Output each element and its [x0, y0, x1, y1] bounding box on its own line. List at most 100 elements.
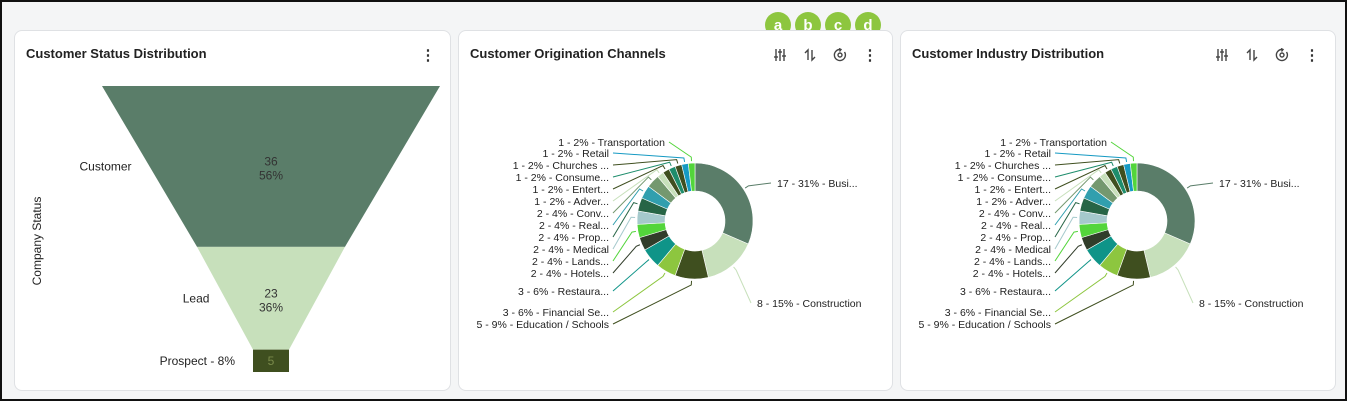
leader-line [1054, 216, 1078, 250]
refresh-icon[interactable] [1267, 45, 1297, 65]
panel-toolbar: ⋮ [413, 45, 443, 65]
slice-label: 1 - 2% - Entert... [975, 184, 1051, 196]
leader-line [1054, 272, 1108, 313]
leader-line [1054, 159, 1121, 166]
leader-line [612, 188, 644, 226]
customer-status-panel: Customer Status Distribution ⋮ Company S… [14, 30, 451, 391]
slice-label: 1 - 2% - Consume... [958, 172, 1051, 184]
slice-label: 1 - 2% - Retail [984, 148, 1051, 160]
leader-line [1054, 164, 1108, 190]
funnel-category-label: Customer [80, 159, 132, 173]
funnel-percent-label: 56% [259, 168, 283, 182]
leader-line [1054, 152, 1128, 162]
slice-label: 17 - 31% - Busi... [1219, 178, 1300, 190]
leader-line [612, 230, 636, 262]
slice-label: 17 - 31% - Busi... [777, 178, 858, 190]
leader-line [612, 244, 641, 274]
slice-label: 3 - 6% - Financial Se... [945, 307, 1051, 319]
leader-line [612, 176, 652, 214]
leader-line [612, 152, 686, 162]
leader-line [1175, 266, 1194, 304]
filter-sliders-icon[interactable] [1207, 45, 1237, 65]
slice-label: 1 - 2% - Adver... [976, 196, 1051, 208]
slice-label: 8 - 15% - Construction [757, 298, 862, 310]
slice-label: 3 - 6% - Financial Se... [503, 307, 609, 319]
donut-slice[interactable] [687, 162, 696, 192]
refresh-icon[interactable] [825, 45, 855, 65]
slice-label: 2 - 4% - Real... [981, 220, 1051, 232]
donut-slice[interactable] [694, 162, 754, 245]
kebab-menu-icon[interactable]: ⋮ [1304, 46, 1320, 64]
donut-chart: 17 - 31% - Busi... 8 - 15% - Construction… [477, 137, 862, 331]
leader-line [1054, 188, 1086, 226]
funnel-segment-lead[interactable] [197, 246, 345, 350]
leader-line [612, 168, 660, 202]
leader-line [612, 259, 650, 292]
leader-line [1054, 202, 1080, 238]
slice-label: 2 - 4% - Lands... [974, 256, 1051, 268]
panel-title: Customer Origination Channels [470, 46, 666, 61]
funnel-value-label: 5 [268, 354, 275, 368]
slice-label: 1 - 2% - Retail [542, 148, 609, 160]
industry-distribution-panel: Customer Industry Distribution ⋮ 17 - 31… [900, 30, 1336, 391]
funnel-segment-customer[interactable] [102, 86, 440, 247]
panel-title: Customer Industry Distribution [912, 46, 1105, 61]
leader-line [612, 216, 636, 250]
leader-line [1054, 161, 1114, 178]
leader-line [1054, 259, 1092, 292]
y-axis-label: Company Status [30, 197, 44, 286]
leader-line [612, 202, 638, 238]
slice-label: 3 - 6% - Restaura... [960, 286, 1051, 298]
slice-label: 1 - 2% - Consume... [516, 172, 609, 184]
slice-label: 2 - 4% - Prop... [980, 232, 1051, 244]
slice-label: 3 - 6% - Restaura... [518, 286, 609, 298]
leader-line [612, 161, 672, 178]
leader-line [612, 280, 693, 325]
kebab-menu-icon[interactable]: ⋮ [420, 46, 436, 64]
slice-label: 8 - 15% - Construction [1199, 298, 1304, 310]
funnel-segment-prospect[interactable] [253, 349, 289, 372]
slice-label: 2 - 4% - Lands... [532, 256, 609, 268]
slice-label: 2 - 4% - Real... [539, 220, 609, 232]
slice-label: 2 - 4% - Hotels... [531, 268, 609, 280]
slice-label: 1 - 2% - Churches ... [513, 160, 609, 172]
slice-label: 1 - 2% - Transportation [1000, 137, 1107, 149]
sort-arrows-icon[interactable] [1237, 45, 1267, 65]
leader-line [1054, 168, 1102, 202]
origination-channels-panel: Customer Origination Channels ⋮ 17 - 31%… [458, 30, 893, 391]
donut-chart: 17 - 31% - Busi... 8 - 15% - Construction… [919, 137, 1304, 331]
leader-line [733, 266, 752, 304]
funnel-category-label: Prospect - 8% [160, 354, 236, 368]
leader-line [1054, 244, 1083, 274]
filter-sliders-icon[interactable] [765, 45, 795, 65]
leader-line [744, 182, 772, 189]
leader-line [1054, 176, 1094, 214]
slice-label: 1 - 2% - Transportation [558, 137, 665, 149]
funnel-category-label: Lead [183, 291, 210, 305]
leader-line [612, 159, 679, 166]
slice-label: 2 - 4% - Conv... [537, 208, 609, 220]
slice-label: 2 - 4% - Medical [975, 244, 1051, 256]
slice-label: 2 - 4% - Prop... [538, 232, 609, 244]
slice-label: 1 - 2% - Entert... [533, 184, 609, 196]
slice-label: 1 - 2% - Churches ... [955, 160, 1051, 172]
donut-slice[interactable] [1129, 162, 1138, 192]
leader-line [1110, 141, 1135, 162]
slice-label: 2 - 4% - Conv... [979, 208, 1051, 220]
leader-line [1054, 280, 1135, 325]
sort-arrows-icon[interactable] [795, 45, 825, 65]
slice-label: 5 - 9% - Education / Schools [477, 319, 610, 331]
funnel-value-label: 36 [264, 154, 278, 168]
kebab-menu-icon[interactable]: ⋮ [862, 46, 878, 64]
leader-line [612, 164, 666, 190]
panel-toolbar: ⋮ [1207, 45, 1327, 65]
funnel-percent-label: 36% [259, 300, 283, 314]
slice-label: 5 - 9% - Education / Schools [919, 319, 1052, 331]
panel-title: Customer Status Distribution [26, 46, 207, 61]
leader-line [1054, 230, 1078, 262]
slice-label: 2 - 4% - Medical [533, 244, 609, 256]
leader-line [1186, 182, 1214, 189]
donut-slice[interactable] [1136, 162, 1196, 245]
